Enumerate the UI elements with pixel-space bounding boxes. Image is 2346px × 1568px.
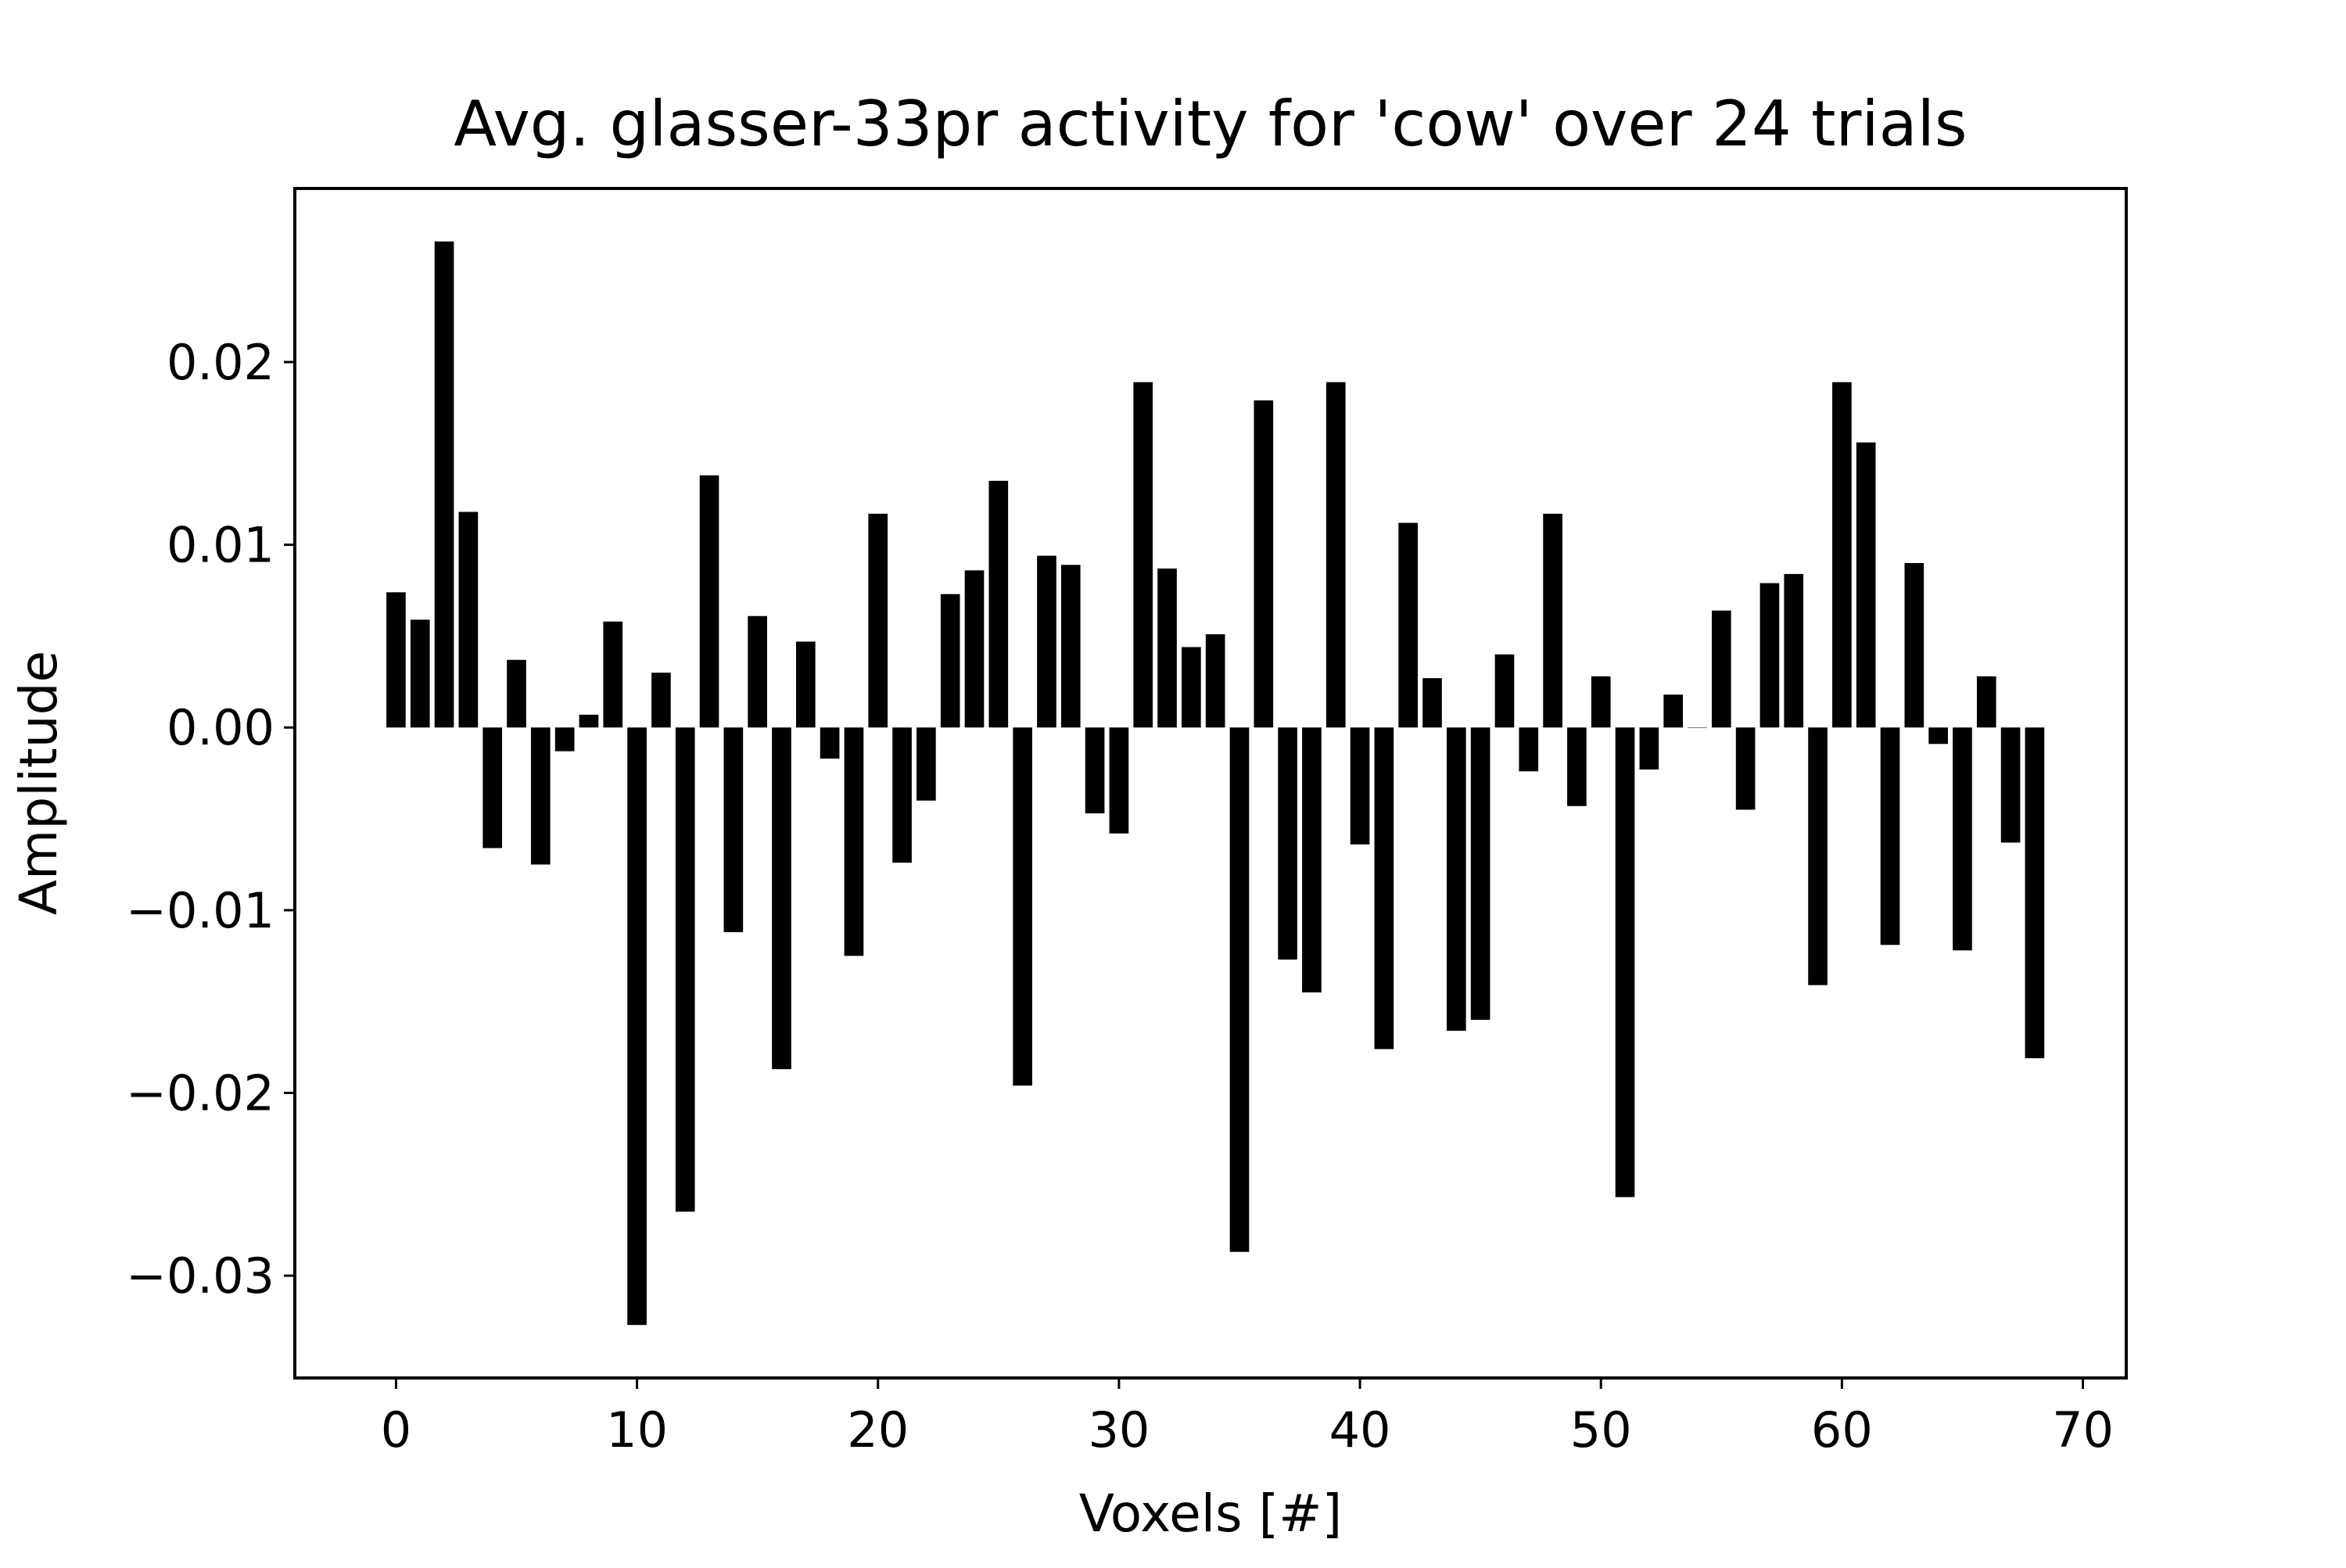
bar — [579, 714, 599, 728]
bar — [1133, 382, 1153, 728]
bar — [507, 659, 526, 728]
x-tick-label: 60 — [1811, 1401, 1873, 1459]
bar — [1229, 727, 1250, 1252]
x-tick-label: 20 — [847, 1401, 909, 1459]
bar — [482, 727, 503, 849]
bar — [1398, 522, 1419, 728]
bar — [1037, 555, 1056, 728]
bar — [1060, 565, 1081, 728]
bar — [1494, 654, 1515, 728]
bar — [1325, 382, 1346, 728]
x-tick-label: 0 — [381, 1401, 411, 1459]
bar — [1808, 727, 1828, 985]
bar — [1157, 568, 1177, 728]
x-tick-label: 40 — [1329, 1401, 1391, 1459]
bar — [1422, 678, 1442, 728]
bar — [917, 727, 936, 801]
bar — [820, 727, 840, 759]
x-tick-label: 30 — [1088, 1401, 1150, 1459]
bar — [1856, 442, 1876, 728]
bar — [1567, 727, 1587, 806]
bar — [1711, 610, 1731, 728]
bar — [1278, 727, 1297, 960]
y-tick-label: −0.01 — [126, 882, 274, 939]
bar — [1953, 727, 1972, 951]
bar — [1591, 676, 1611, 728]
bar — [410, 619, 430, 728]
bar — [1205, 634, 1225, 728]
bar — [1784, 573, 1804, 728]
y-tick-label: −0.03 — [126, 1247, 274, 1304]
bars-layer — [386, 241, 2045, 1326]
bar — [940, 594, 960, 728]
bar — [699, 475, 719, 728]
bar — [1735, 727, 1756, 810]
bar — [434, 241, 454, 728]
y-tick-label: −0.02 — [126, 1065, 274, 1122]
bar — [772, 727, 791, 1070]
bar — [386, 592, 406, 728]
y-tick-label: 0.00 — [167, 699, 274, 756]
y-tick-label: 0.02 — [167, 334, 274, 391]
bar — [651, 673, 671, 728]
plot-area-frame — [293, 187, 2128, 1380]
bar — [1904, 562, 1925, 728]
bar — [458, 511, 479, 728]
bar — [1519, 727, 1539, 772]
y-tick-label: 0.01 — [167, 517, 274, 574]
bar — [1470, 727, 1490, 1021]
bar — [1976, 676, 1996, 728]
bar — [1639, 727, 1659, 770]
bar — [964, 570, 985, 728]
bar — [1615, 727, 1635, 1197]
x-axis-label: Voxels [#] — [1079, 1484, 1343, 1544]
bar — [723, 727, 744, 932]
bar — [1663, 694, 1683, 728]
bar — [1013, 727, 1032, 1086]
x-tick-label: 70 — [2052, 1401, 2114, 1459]
bar — [748, 615, 767, 728]
bar — [1446, 727, 1466, 1032]
bar — [1928, 727, 1948, 745]
bar — [1085, 727, 1105, 814]
bar — [1350, 727, 1370, 845]
bar — [554, 727, 575, 752]
y-axis-label: Amplitude — [9, 651, 69, 915]
bar — [1543, 513, 1562, 728]
chart-title: Avg. glasser-33pr activity for 'cow' ove… — [454, 88, 1967, 160]
bar — [2025, 727, 2045, 1059]
bar — [988, 480, 1009, 728]
bar — [1880, 727, 1900, 945]
bar — [1182, 647, 1201, 728]
bar — [868, 513, 888, 728]
bar — [1374, 727, 1394, 1050]
bar — [1760, 583, 1780, 728]
bar — [1109, 727, 1129, 834]
bar — [1302, 727, 1322, 993]
bar — [1688, 727, 1707, 728]
bar — [844, 727, 864, 956]
bar — [1832, 382, 1852, 728]
bar — [675, 727, 695, 1212]
bar — [2000, 727, 2021, 843]
bar — [795, 641, 816, 728]
y-axis-ticks: 0.02 0.01 0.00 −0.01 −0.02 −0.03 — [126, 334, 295, 1304]
x-tick-label: 10 — [606, 1401, 668, 1459]
x-tick-label: 50 — [1570, 1401, 1632, 1459]
bar — [530, 727, 551, 865]
bar — [1254, 400, 1274, 728]
x-axis-ticks: 0 10 20 30 40 50 60 70 — [381, 1378, 2114, 1459]
bar — [627, 727, 647, 1326]
bar — [603, 621, 623, 728]
bar — [892, 727, 912, 863]
